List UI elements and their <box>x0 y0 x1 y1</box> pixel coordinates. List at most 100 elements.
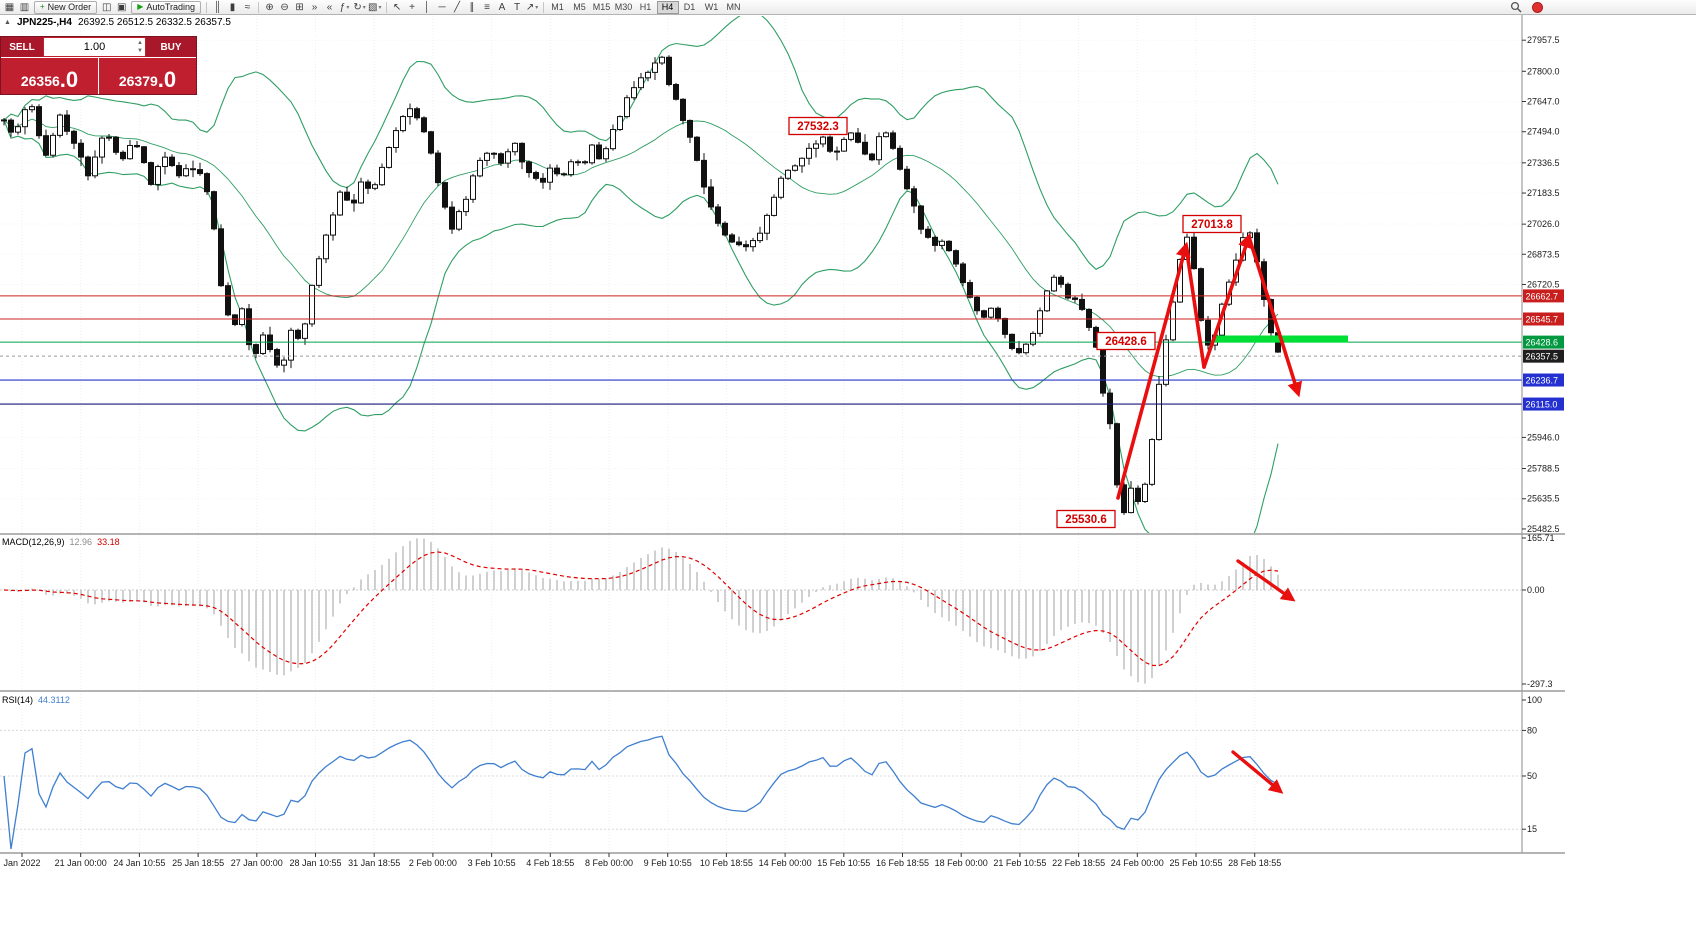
price-tick-label: 27336.5 <box>1527 158 1560 168</box>
equidistant-channel-icon[interactable]: ∥ <box>469 1 475 13</box>
price-tick-label: 27494.0 <box>1527 127 1560 137</box>
one-click-trading-panel: SELL ▲ ▼ BUY 26356.0 26379.0 <box>0 36 197 95</box>
grid-layer <box>0 16 1522 852</box>
price-tick-label: 26720.5 <box>1527 279 1560 289</box>
zoom-in-icon[interactable]: ⊕ <box>265 1 274 13</box>
price-tick-label: 25635.5 <box>1527 494 1560 504</box>
toolbar-separator <box>542 1 544 13</box>
annotation-label: 25530.6 <box>1065 514 1107 526</box>
volume-down-icon[interactable]: ▼ <box>137 48 143 54</box>
timeframe-h1[interactable]: H1 <box>639 1 652 12</box>
date-label: 8 Feb 00:00 <box>585 858 633 868</box>
macd-arrow[interactable] <box>1236 559 1296 602</box>
trendline-icon[interactable]: ╱ <box>454 1 461 13</box>
dropdown-caret-icon[interactable]: ▾ <box>346 4 350 11</box>
fibonacci-icon[interactable]: ≡ <box>484 1 490 13</box>
price-tick-label: 27183.5 <box>1527 188 1560 198</box>
chart-shift-icon[interactable]: « <box>326 1 333 13</box>
sell-button[interactable]: SELL <box>1 37 43 57</box>
date-label: 2 Feb 00:00 <box>409 858 457 868</box>
horizontal-line-icon[interactable]: ─ <box>438 1 446 13</box>
date-label: 24 Feb 00:00 <box>1111 858 1164 868</box>
price-tick-label: 25788.5 <box>1527 464 1560 474</box>
price-tag-label: 26428.6 <box>1526 338 1559 348</box>
timeframe-d1[interactable]: D1 <box>683 1 696 12</box>
buy-button[interactable]: BUY <box>146 37 196 57</box>
annotation-label: 26428.6 <box>1105 336 1147 348</box>
oneclick-collapse-icon[interactable]: ▲ <box>4 19 11 26</box>
timeframe-m30[interactable]: M30 <box>614 1 633 12</box>
text-label-icon[interactable]: T <box>513 1 521 13</box>
sell-price-button[interactable]: 26356.0 <box>1 58 99 94</box>
tile-windows-icon[interactable]: ⊞ <box>295 1 304 13</box>
price-tick-label: 26873.5 <box>1527 249 1560 259</box>
notification-badge-icon[interactable] <box>1532 2 1543 13</box>
volume-up-icon[interactable]: ▲ <box>137 40 143 46</box>
price-tick-label: 25946.0 <box>1527 432 1560 442</box>
auto-scroll-icon[interactable]: » <box>311 1 318 13</box>
chart-windows-icon[interactable]: ◫ <box>101 1 112 13</box>
search-icon[interactable] <box>1510 1 1523 14</box>
date-label: 21 Jan 00:00 <box>55 858 107 868</box>
indicators-icon[interactable]: ƒ ▾ <box>339 1 350 13</box>
annotation-label: 27532.3 <box>797 121 839 133</box>
price-tag <box>1523 289 1564 303</box>
bollinger-lower <box>3 119 1279 533</box>
templates-icon[interactable]: ▧ ▾ <box>368 1 382 13</box>
zoom-out-icon[interactable]: ⊖ <box>280 1 289 13</box>
periods-icon[interactable]: ↻ ▾ <box>353 1 366 13</box>
price-tag <box>1523 335 1564 349</box>
new-order-button-label: New Order <box>47 2 92 12</box>
toolbar-separator <box>385 1 387 13</box>
dropdown-caret-icon[interactable]: ▾ <box>535 4 539 11</box>
dropdown-caret-icon[interactable]: ▾ <box>362 4 366 11</box>
arrows-icon[interactable]: ↗ ▾ <box>525 1 539 13</box>
date-label: 14 Feb 00:00 <box>759 858 812 868</box>
new-order-button[interactable]: + New Order <box>34 0 98 14</box>
autotrading-button[interactable]: ▶ AutoTrading <box>131 0 202 14</box>
rsi-tick-label: 50 <box>1527 771 1537 781</box>
macd-signal-value: 33.18 <box>97 537 120 547</box>
price-axis: 27957.5 27800.0 27647.0 27494.0 27336.5 27183… <box>1521 15 1564 853</box>
price-tag-label: 26236.7 <box>1526 376 1559 386</box>
trend-arrows[interactable] <box>1116 232 1303 500</box>
buy-price-button[interactable]: 26379.0 <box>99 58 196 94</box>
price-tag <box>1523 349 1564 363</box>
line-chart-icon[interactable]: ≈ <box>244 1 251 13</box>
vertical-line-icon[interactable]: │ <box>423 1 431 13</box>
profiles-icon[interactable]: ▥ <box>19 1 30 13</box>
price-tick-label: 27800.0 <box>1527 66 1560 76</box>
annotation-labels[interactable]: 27532.3 27013.8 26428.6 25530.6 <box>788 116 1242 529</box>
timeframe-m5[interactable]: M5 <box>573 1 586 12</box>
timeframe-w1[interactable]: W1 <box>704 1 719 12</box>
data-window-icon[interactable]: ▣ <box>116 1 127 13</box>
bar-chart-icon[interactable]: ║ <box>214 1 222 13</box>
rsi-arrow[interactable] <box>1231 750 1284 794</box>
new-chart-icon[interactable]: ▦ <box>4 1 15 13</box>
timeframe-h4[interactable]: H4 <box>656 0 679 14</box>
macd-name: MACD(12,26,9) <box>2 537 65 547</box>
date-label: Jan 2022 <box>3 858 40 868</box>
bollinger-middle <box>3 118 1279 378</box>
candlestick-chart-icon[interactable]: ▮ <box>229 1 236 13</box>
date-label: 9 Feb 10:55 <box>644 858 692 868</box>
timeframe-mn[interactable]: MN <box>726 1 741 12</box>
symbol-ohlc-label: 26392.5 26512.5 26332.5 26357.5 <box>77 17 231 28</box>
price-tag <box>1523 373 1564 387</box>
text-icon[interactable]: A <box>498 1 506 13</box>
toolbar-right-group <box>1510 1 1543 14</box>
sell-price-frac: .0 <box>59 67 79 92</box>
timeframe-m1[interactable]: M1 <box>551 1 564 12</box>
macd-tick-label: 165.71 <box>1527 533 1555 543</box>
timeframe-m15[interactable]: M15 <box>592 1 611 12</box>
autotrading-button-label: AutoTrading <box>146 2 196 12</box>
date-label: 22 Feb 18:55 <box>1052 858 1105 868</box>
volume-field-wrap: ▲ ▼ <box>44 38 145 56</box>
crosshair-icon[interactable]: + <box>409 1 415 13</box>
dropdown-caret-icon[interactable]: ▾ <box>378 4 382 11</box>
candles-layer[interactable] <box>1 55 1281 515</box>
cursor-icon[interactable]: ↖ <box>392 1 402 13</box>
volume-input[interactable] <box>59 41 130 53</box>
date-label: 18 Feb 00:00 <box>935 858 988 868</box>
